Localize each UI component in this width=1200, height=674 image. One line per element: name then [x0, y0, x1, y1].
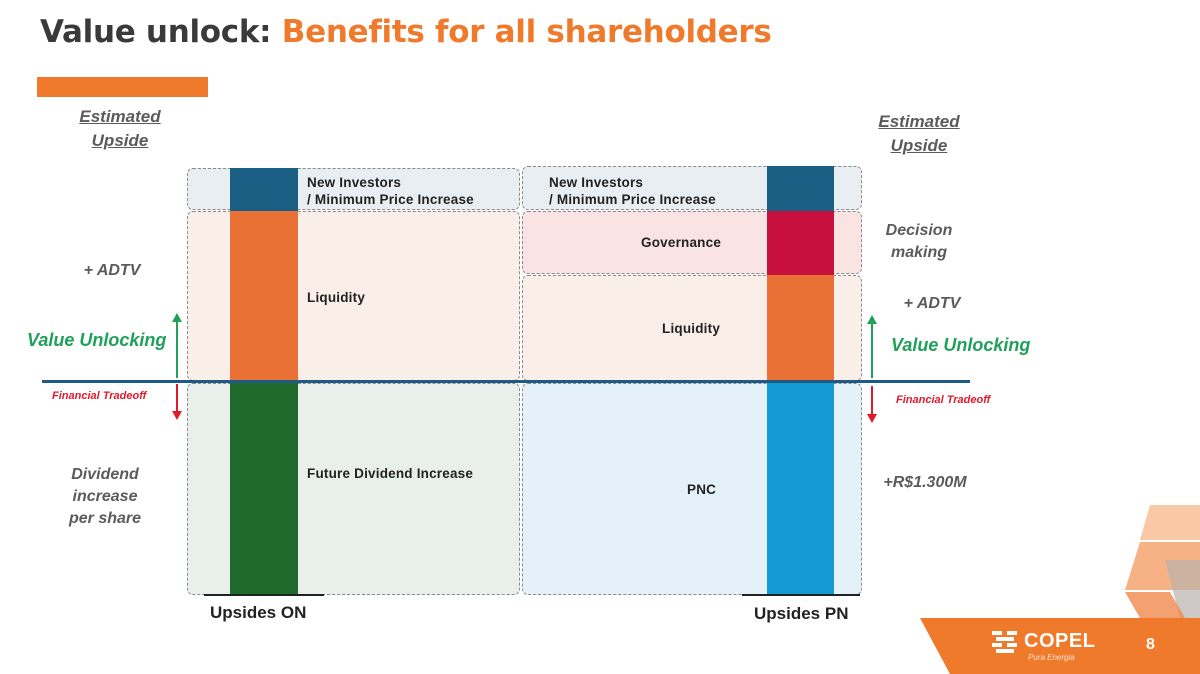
- right-decision-line-2: making: [890, 244, 947, 261]
- right-footer-underline: [742, 594, 860, 596]
- right-adtv: + ADTV: [903, 295, 961, 312]
- footer-band: [920, 618, 1200, 674]
- right-value-unlocking: Value Unlocking: [891, 335, 1031, 355]
- right-new-investors-line-2: / Minimum Price Increase: [549, 192, 716, 207]
- right-footer-label: Upsides PN: [754, 604, 849, 623]
- left-dividend-line-1: Dividend: [71, 466, 139, 483]
- left-new-investors-line-1: New Investors: [307, 175, 402, 190]
- left-arrows: [172, 313, 182, 420]
- right-new-investors-label: New Investors / Minimum Price Increase: [549, 174, 716, 208]
- left-bar-dividend: [230, 383, 298, 595]
- right-bar-new-investors: [767, 166, 834, 211]
- left-bar-liquidity: [230, 211, 298, 381]
- left-dividend-line-2: increase: [72, 488, 138, 505]
- left-footer-underline: [204, 594, 324, 596]
- right-liquidity-label: Liquidity: [662, 321, 721, 336]
- left-new-investors-label: New Investors / Minimum Price Increase: [307, 174, 474, 208]
- right-bar-liquidity: [767, 275, 834, 381]
- left-financial-tradeoff: Financial Tradeoff: [52, 390, 147, 402]
- decorative-shapes: [1125, 505, 1200, 618]
- title-part-1: Value unlock:: [40, 14, 272, 50]
- accent-bar: [37, 77, 208, 97]
- right-decision-label: Decision making: [864, 220, 974, 264]
- left-header: Estimated Upside: [79, 107, 161, 150]
- right-arrows: [867, 315, 877, 423]
- page-title: Value unlock: Benefits for all sharehold…: [40, 14, 772, 50]
- up-arrow-icon: [867, 315, 877, 324]
- left-dividend-label: Dividend increase per share: [45, 464, 165, 530]
- left-dividend-line-3: per share: [68, 510, 142, 527]
- left-new-investors-line-2: / Minimum Price Increase: [307, 192, 474, 207]
- left-dividend-segment-label: Future Dividend Increase: [307, 466, 474, 481]
- up-arrow-icon: [172, 313, 182, 322]
- left-footer-label: Upsides ON: [210, 603, 307, 622]
- page-number: 8: [1146, 636, 1155, 653]
- copel-logo-text: COPEL: [1024, 630, 1096, 652]
- right-header: Estimated Upside: [878, 112, 960, 155]
- right-amount: +R$1.300M: [883, 474, 967, 491]
- left-liquidity-label: Liquidity: [307, 290, 366, 305]
- down-arrow-icon: [867, 414, 877, 423]
- left-value-unlocking: Value Unlocking: [27, 330, 167, 350]
- right-new-investors-line-1: New Investors: [549, 175, 644, 190]
- right-pnc-label: PNC: [687, 482, 717, 497]
- down-arrow-icon: [172, 411, 182, 420]
- copel-logo-tagline: Pura Energia: [1028, 653, 1075, 662]
- right-financial-tradeoff: Financial Tradeoff: [896, 394, 991, 406]
- title-part-2: Benefits for all shareholders: [281, 14, 772, 50]
- right-governance-label: Governance: [641, 235, 722, 250]
- copel-logo-icon: [992, 631, 1017, 653]
- baseline-divider: [42, 380, 970, 383]
- left-adtv: + ADTV: [83, 262, 141, 279]
- right-bar-pnc: [767, 383, 834, 595]
- right-decision-line-1: Decision: [885, 222, 953, 239]
- right-bar-governance: [767, 211, 834, 275]
- left-bar-new-investors: [230, 168, 298, 211]
